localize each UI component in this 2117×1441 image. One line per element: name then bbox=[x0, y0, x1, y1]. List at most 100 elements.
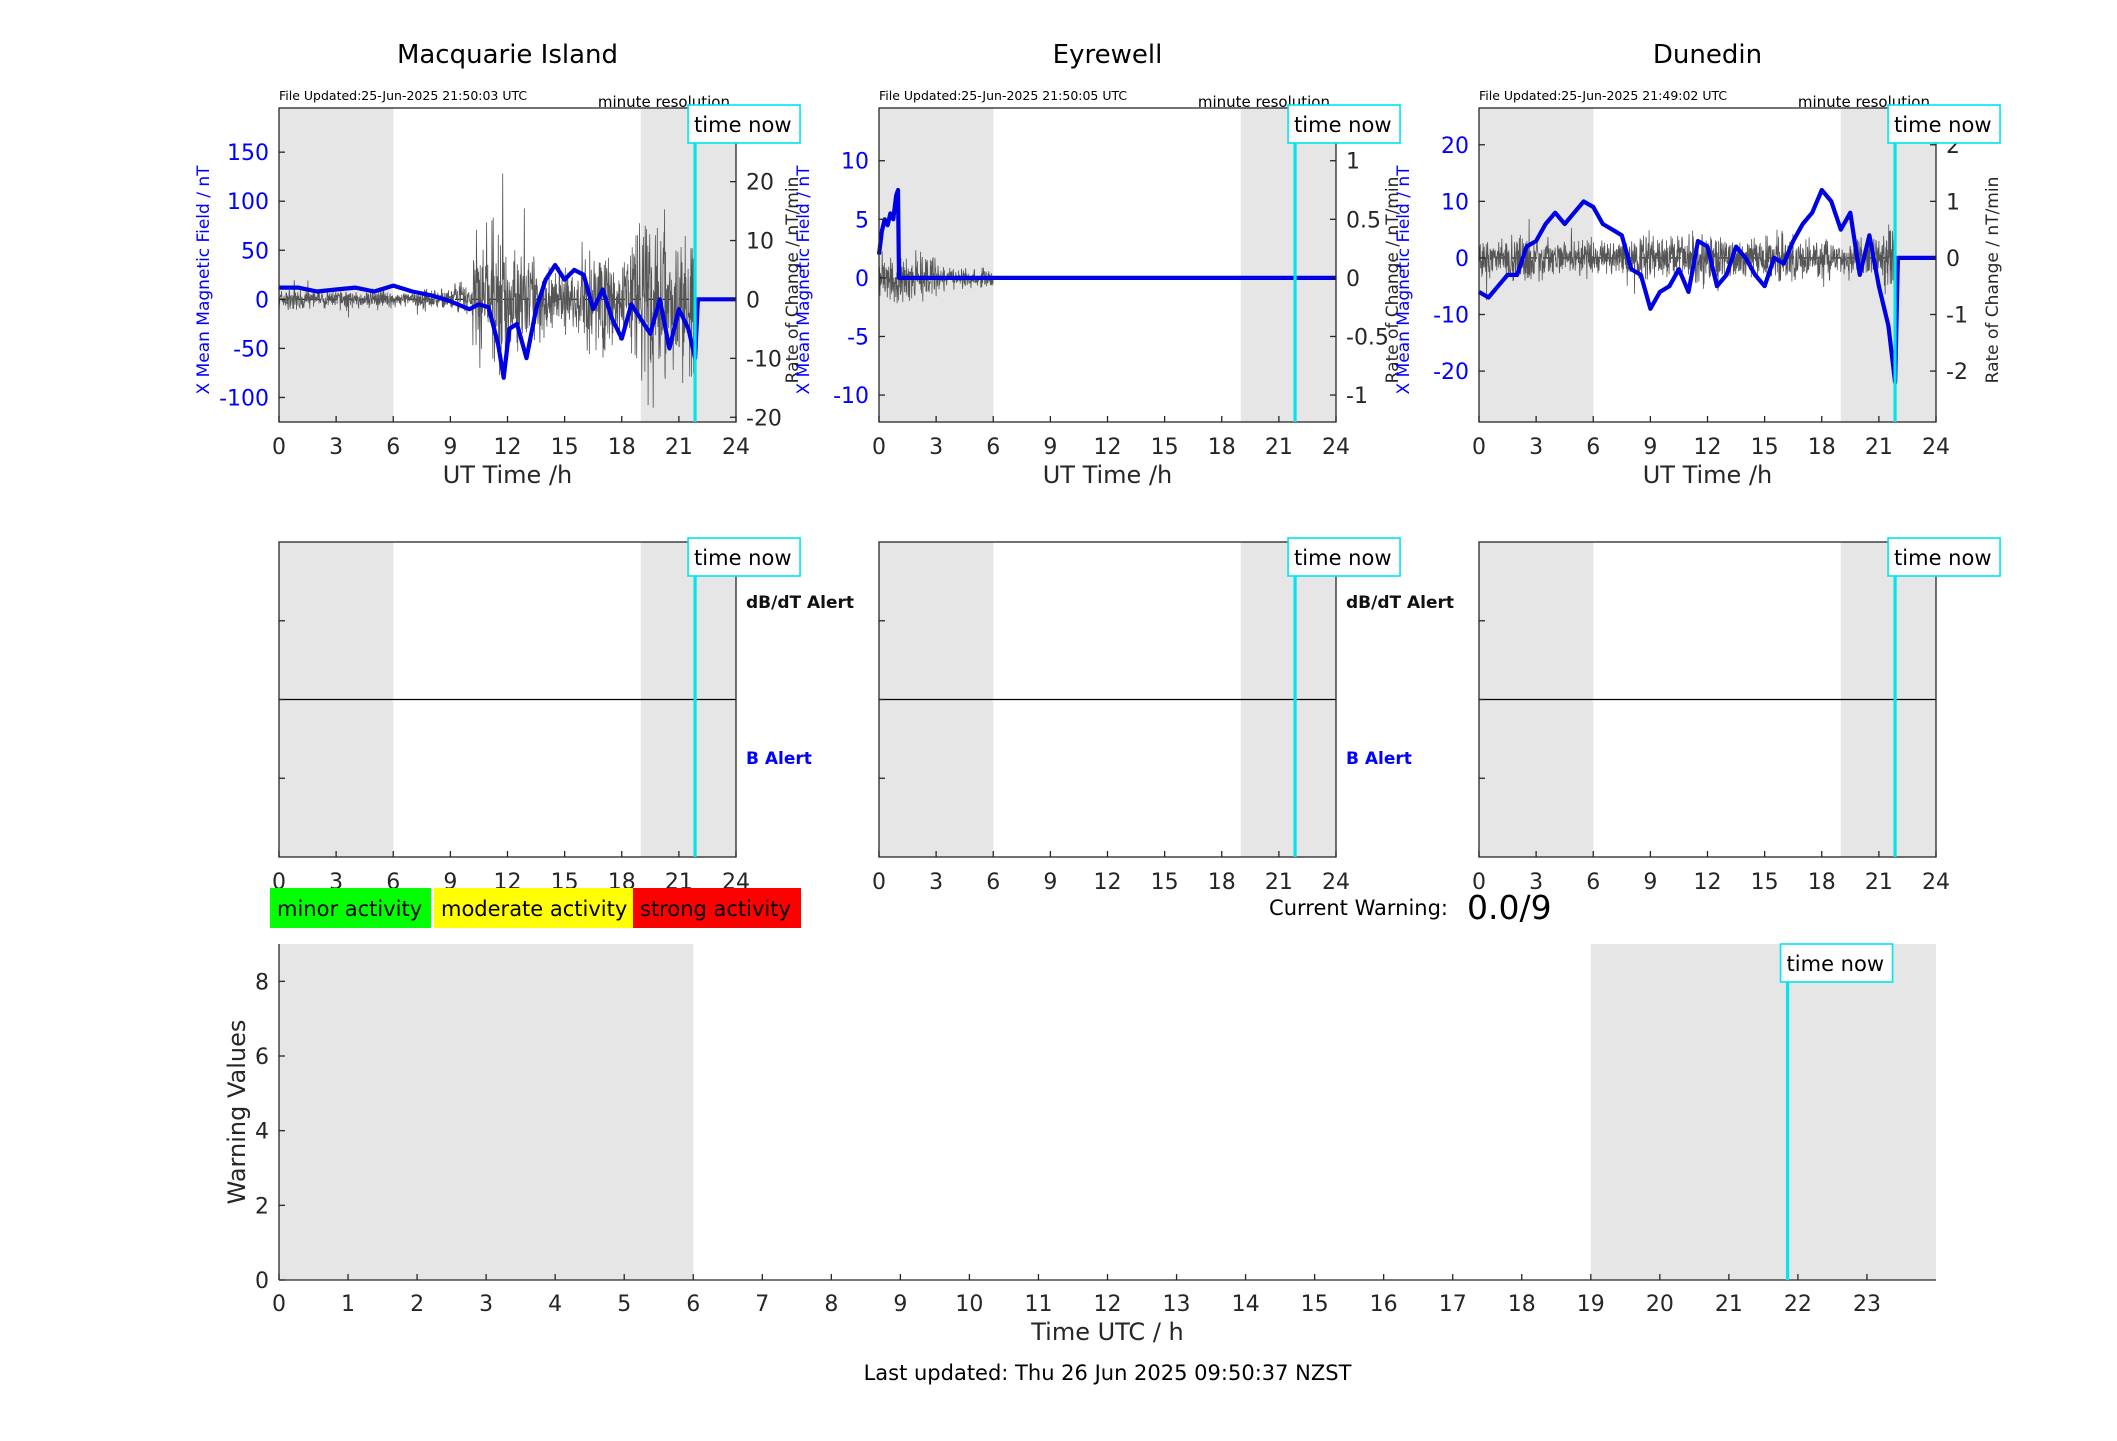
alert-panel-2-dbdt-alert-label: dB/dT Alert bbox=[1346, 593, 1454, 613]
warning-chart-xtick-label: 9 bbox=[893, 1292, 907, 1317]
warning-chart-xtick-label: 1 bbox=[341, 1292, 355, 1317]
station-1-xtick-label: 12 bbox=[494, 435, 522, 460]
alert-panel-2-time-now-label: time now bbox=[1294, 546, 1391, 570]
station-2-ytick-right-label: 1 bbox=[1346, 150, 1360, 175]
station-2-ytick-label: 5 bbox=[855, 208, 869, 233]
warning-chart-xtick-label: 15 bbox=[1301, 1292, 1329, 1317]
warning-chart-xtick-label: 10 bbox=[955, 1292, 983, 1317]
alert-panel-3-xtick-label: 3 bbox=[1529, 870, 1543, 895]
station-1-night-shade-0 bbox=[279, 108, 394, 422]
station-2-ylabel-left: X Mean Magnetic Field / nT bbox=[794, 165, 814, 395]
warning-chart-time-now-marker: time now bbox=[1779, 943, 1894, 983]
alert-panel-1-dbdt-alert-label: dB/dT Alert bbox=[746, 593, 854, 613]
station-3-xtick-label: 15 bbox=[1751, 435, 1779, 460]
alert-panel-2-xtick-label: 6 bbox=[986, 870, 1000, 895]
station-3-ytick-label: 10 bbox=[1441, 190, 1469, 215]
station-2-ytick-right-label: -1 bbox=[1346, 384, 1368, 409]
station-1-ytick-right-label: 0 bbox=[746, 288, 760, 313]
station-3-magnetic-field-line bbox=[1477, 187, 1936, 385]
station-2-xtick-label: 12 bbox=[1094, 435, 1122, 460]
warning-chart-xtick-label: 8 bbox=[824, 1292, 838, 1317]
station-1-ylabel-right: Rate of Change / nT/min bbox=[783, 177, 803, 384]
warning-chart-xtick-label: 21 bbox=[1715, 1292, 1743, 1317]
station-3-ytick-label: 20 bbox=[1441, 134, 1469, 159]
warning-chart-time-now-label: time now bbox=[1787, 952, 1884, 976]
alert-panel-2-xtick-label: 15 bbox=[1151, 870, 1179, 895]
station-3-ytick-label: -20 bbox=[1433, 360, 1469, 385]
station-1-xtick-label: 9 bbox=[443, 435, 457, 460]
warning-chart-xtick-label: 0 bbox=[272, 1292, 286, 1317]
warning-chart-xtick-label: 12 bbox=[1094, 1292, 1122, 1317]
station-1-xtick-label: 21 bbox=[665, 435, 693, 460]
station-3-time-now-label: time now bbox=[1894, 113, 1991, 137]
legend-strong-label: strong activity bbox=[640, 897, 791, 921]
station-3-ytick-right-label: -1 bbox=[1946, 304, 1968, 329]
alert-panel-2-xtick-label: 21 bbox=[1265, 870, 1293, 895]
station-2-file-updated: File Updated:25-Jun-2025 21:50:05 UTC bbox=[879, 88, 1127, 103]
station-3-time-now-box bbox=[1887, 104, 2001, 144]
alert-panel-3-xtick-label: 12 bbox=[1694, 870, 1722, 895]
legend-moderate-label: moderate activity bbox=[441, 897, 627, 921]
warning-chart-xtick-label: 7 bbox=[755, 1292, 769, 1317]
station-1-ytick-right-label: -10 bbox=[746, 347, 782, 372]
current-warning-value: 0.0/9 bbox=[1467, 888, 1552, 927]
station-2-ytick-right-label: 0.5 bbox=[1346, 208, 1381, 233]
alert-panel-3-time-now-box bbox=[1887, 537, 2001, 577]
current-warning-label: Current Warning: bbox=[1269, 896, 1448, 920]
warning-chart-ylabel: Warning Values bbox=[223, 1020, 251, 1205]
station-3-ytick-right-label: 1 bbox=[1946, 190, 1960, 215]
alert-panel-1-b-alert-label: B Alert bbox=[746, 749, 812, 769]
alert-panel-2-xtick-label: 18 bbox=[1208, 870, 1236, 895]
station-3-xtick-label: 3 bbox=[1529, 435, 1543, 460]
station-1-time-now-marker: time now bbox=[687, 104, 801, 144]
station-2-ytick-right-label: 0 bbox=[1346, 267, 1360, 292]
station-3-xtick-label: 21 bbox=[1865, 435, 1893, 460]
warning-chart-ytick-label: 4 bbox=[255, 1120, 269, 1145]
alert-panel-2-xtick-label: 24 bbox=[1322, 870, 1350, 895]
station-3-xtick-label: 0 bbox=[1472, 435, 1486, 460]
warning-chart-time-now-box bbox=[1779, 943, 1894, 983]
station-1-xtick-label: 0 bbox=[272, 435, 286, 460]
station-2-xlabel: UT Time /h bbox=[1043, 461, 1173, 489]
alert-panel-3-xtick-label: 18 bbox=[1808, 870, 1836, 895]
station-1-ytick-label: 150 bbox=[227, 141, 269, 166]
station-3-xtick-label: 9 bbox=[1643, 435, 1657, 460]
alert-panel-3-time-now-marker: time now bbox=[1887, 537, 2001, 577]
station-2-night-shade-1 bbox=[1240, 108, 1336, 422]
legend-moderate-swatch bbox=[434, 888, 633, 928]
legend-moderate: moderate activity bbox=[434, 888, 633, 928]
station-2-ytick-label: -5 bbox=[847, 325, 869, 350]
station-2-xtick-label: 6 bbox=[986, 435, 1000, 460]
station-1-night-shade-1 bbox=[640, 108, 736, 422]
station-2-ytick-label: 0 bbox=[855, 267, 869, 292]
station-1-ytick-label: -100 bbox=[219, 386, 269, 411]
station-2-ytick-right-label: -0.5 bbox=[1346, 325, 1389, 350]
station-3-ytick-label: -10 bbox=[1433, 304, 1469, 329]
station-2-ytick-label: 10 bbox=[841, 150, 869, 175]
station-2-night-shade-0 bbox=[879, 108, 994, 422]
warning-chart-xtick-label: 23 bbox=[1853, 1292, 1881, 1317]
warning-chart-xtick-label: 19 bbox=[1577, 1292, 1605, 1317]
station-2-ylabel-right: Rate of Change / nT/min bbox=[1383, 177, 1403, 384]
station-3-xtick-label: 24 bbox=[1922, 435, 1950, 460]
alert-panel-3-xtick-label: 0 bbox=[1472, 870, 1486, 895]
station-1-ytick-label: 50 bbox=[241, 239, 269, 264]
station-2-time-now-label: time now bbox=[1294, 113, 1391, 137]
station-1-xtick-label: 6 bbox=[386, 435, 400, 460]
station-3-ylabel-right: Rate of Change / nT/min bbox=[1983, 177, 2003, 384]
warning-chart-xlabel: Time UTC / h bbox=[1030, 1318, 1184, 1346]
legend-minor-swatch bbox=[270, 888, 431, 928]
warning-chart-xtick-label: 6 bbox=[686, 1292, 700, 1317]
alert-panel-2-xtick-label: 9 bbox=[1043, 870, 1057, 895]
warning-chart-ytick-label: 2 bbox=[255, 1194, 269, 1219]
warning-chart-xtick-label: 18 bbox=[1508, 1292, 1536, 1317]
station-2-xtick-label: 15 bbox=[1151, 435, 1179, 460]
station-3-xtick-label: 6 bbox=[1586, 435, 1600, 460]
station-3-ytick-right-label: -2 bbox=[1946, 360, 1968, 385]
legend-strong-swatch bbox=[633, 888, 801, 928]
station-1-ytick-right-label: -20 bbox=[746, 406, 782, 431]
station-1-ytick-label: 100 bbox=[227, 190, 269, 215]
station-1-magnetic-field-line bbox=[279, 262, 736, 380]
station-1-ytick-label: 0 bbox=[255, 288, 269, 313]
